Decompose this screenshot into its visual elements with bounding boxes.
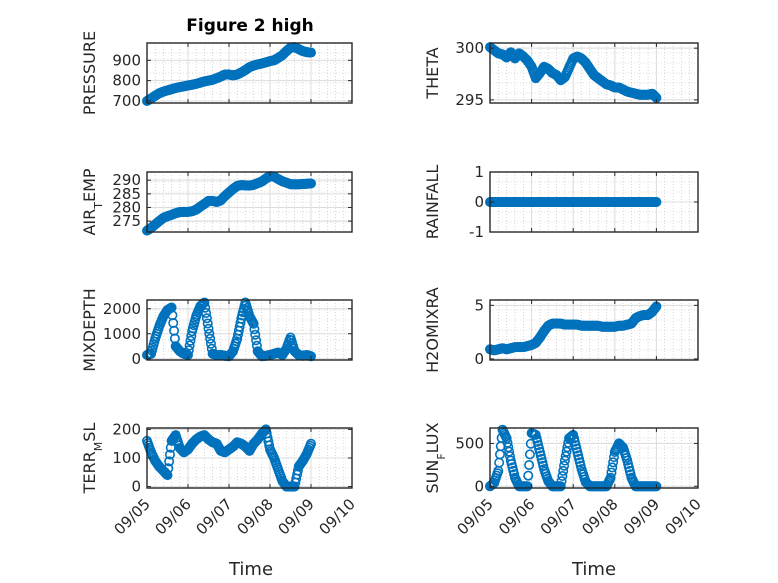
y-tick-label: 290 (112, 171, 141, 189)
data-point-interp (183, 345, 194, 356)
data-series (142, 297, 316, 362)
subplot-grid: 700 800 900 PRESSURE 295 300 THETA 275280285290… (80, 31, 705, 538)
data-point (248, 318, 259, 329)
y-axis-label: SUNFLUX (423, 422, 448, 493)
y-tick-label: 280 (112, 198, 141, 216)
y-tick-label: 300 (455, 39, 484, 57)
data-series (484, 301, 662, 356)
y-tick-label: 295 (455, 91, 484, 109)
data-point-interp (524, 449, 535, 460)
y-axis-label: THETA (423, 47, 442, 99)
y-tick-label: 100 (112, 449, 141, 467)
y-tick-label: 0 (474, 350, 484, 368)
x-axis-label-right: Time (571, 559, 616, 580)
data-series (484, 42, 662, 103)
y-tick-label: 0 (474, 193, 484, 211)
data-point-interp (164, 456, 175, 467)
y-tick-label: 700 (112, 92, 141, 110)
y-axis-label: RAINFALL (423, 165, 442, 240)
data-point-interp (523, 470, 534, 481)
y-tick-label: 0 (131, 350, 141, 368)
subplot-left-1: 700 800 900 PRESSURE (80, 31, 353, 115)
data-point (605, 472, 616, 483)
axes-frame (146, 171, 353, 233)
subplot-right-1: 295 300 THETA (423, 39, 699, 109)
data-point-interp (251, 335, 262, 346)
y-tick-label: 900 (112, 51, 141, 69)
data-point-interp (204, 328, 215, 339)
data-point-interp (556, 476, 567, 487)
subplot-right-2: -1 0 1 RAINFALL (423, 163, 699, 241)
y-tick-label: -1 (469, 223, 484, 241)
data-point-interp (250, 329, 261, 340)
y-axis-label: AIRTEMP (80, 168, 105, 235)
y-axis-label: TERRMSL (80, 423, 105, 495)
data-point-interp (559, 460, 570, 471)
data-point (305, 438, 316, 449)
y-axis-label: H2OMIXRA (423, 287, 442, 373)
y-axis-label: MIXDEPTH (80, 288, 99, 371)
data-point-interp (235, 317, 246, 328)
data-point-interp (201, 307, 212, 318)
y-tick-label: 0 (474, 477, 484, 495)
y-tick-label: 285 (112, 185, 141, 203)
data-point-interp (202, 318, 213, 329)
data-point-interp (608, 452, 619, 463)
data-point (162, 470, 173, 481)
y-tick-label: 500 (455, 434, 484, 452)
figure-title: Figure 2 high (186, 16, 314, 36)
axes-frame (489, 427, 699, 489)
data-point (651, 197, 662, 208)
data-point (203, 323, 214, 334)
data-point (199, 297, 210, 308)
data-point-interp (608, 457, 619, 468)
y-tick-label: 800 (112, 72, 141, 90)
data-point-interp (524, 460, 535, 471)
y-tick-label: 0 (131, 478, 141, 496)
y-tick-label: 5 (474, 296, 484, 314)
data-series (142, 424, 316, 492)
axes-frame (146, 42, 353, 104)
data-point-interp (201, 313, 212, 324)
data-point-interp (164, 449, 175, 460)
subplot-right-3: 0 5 H2OMIXRA (423, 287, 699, 373)
y-tick-label: 200 (112, 420, 141, 438)
axes-background (490, 428, 698, 488)
y-tick-label: 1000 (103, 325, 141, 343)
y-axis-label: PRESSURE (80, 31, 99, 115)
data-point-interp (557, 470, 568, 481)
data-point-interp (185, 335, 196, 346)
data-series (484, 424, 662, 492)
axes-frame (489, 299, 699, 361)
x-axis-label-left: Time (228, 559, 273, 580)
axes-frame (489, 42, 699, 104)
data-point-interp (200, 302, 211, 313)
data-point-interp (205, 333, 216, 344)
data-point (305, 178, 316, 189)
data-point (651, 481, 662, 492)
data-point-interp (607, 462, 618, 473)
data-point-interp (184, 340, 195, 351)
data-point-interp (606, 467, 617, 478)
y-tick-label: 1 (474, 163, 484, 181)
data-series (142, 42, 316, 106)
data-point (305, 47, 316, 58)
y-tick-label: 2000 (103, 300, 141, 318)
data-series (142, 171, 316, 236)
data-point-interp (249, 324, 260, 335)
y-tick-label: 275 (112, 212, 141, 230)
data-series (484, 197, 662, 208)
data-point-interp (558, 465, 569, 476)
data-point-interp (205, 338, 216, 349)
axes-frame (146, 299, 353, 361)
data-point-interp (163, 463, 174, 474)
data-point (555, 481, 566, 492)
